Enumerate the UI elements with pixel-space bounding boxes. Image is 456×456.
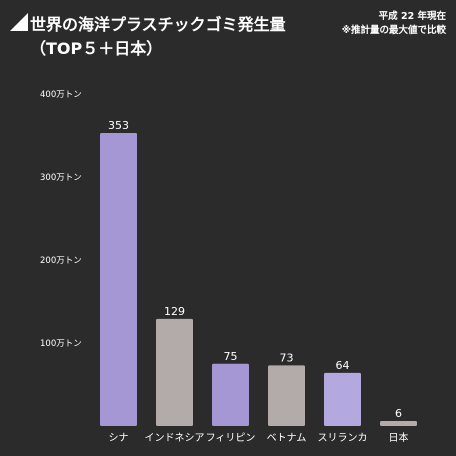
x-tick-label: スリランカ — [318, 432, 368, 444]
x-tick-label: 日本 — [389, 431, 409, 444]
data-label: 6 — [395, 407, 402, 420]
bar — [324, 372, 361, 426]
y-tick-label: 300万トン — [40, 173, 82, 183]
data-label: 64 — [336, 359, 350, 372]
bar — [380, 421, 417, 426]
chart-title: 世界の海洋プラスチックゴミ発生量 — [30, 15, 286, 34]
data-label: 353 — [108, 119, 129, 132]
bar — [268, 365, 305, 426]
bar — [212, 363, 249, 426]
title-triangle-icon — [10, 13, 28, 31]
y-tick-label: 200万トン — [40, 256, 82, 266]
data-label: 129 — [164, 305, 185, 318]
date-note: 平成 22 年現在 — [378, 11, 446, 22]
bar — [100, 133, 137, 426]
chart-subtitle: （TOP５＋日本） — [30, 39, 163, 58]
note-block: 平成 22 年現在 ※推計量の最大値で比較 — [342, 10, 446, 38]
bar — [156, 318, 193, 426]
y-tick-label: 100万トン — [40, 339, 82, 349]
y-tick-label: 400万トン — [40, 90, 82, 100]
data-label: 75 — [224, 350, 238, 363]
x-tick-label: シナ — [109, 432, 129, 444]
data-label: 73 — [280, 351, 294, 364]
x-tick-label: ベトナム — [267, 432, 307, 444]
x-tick-label: フィリピン — [206, 432, 256, 444]
x-tick-label: インドネシア — [145, 432, 205, 444]
method-note: ※推計量の最大値で比較 — [341, 25, 446, 36]
